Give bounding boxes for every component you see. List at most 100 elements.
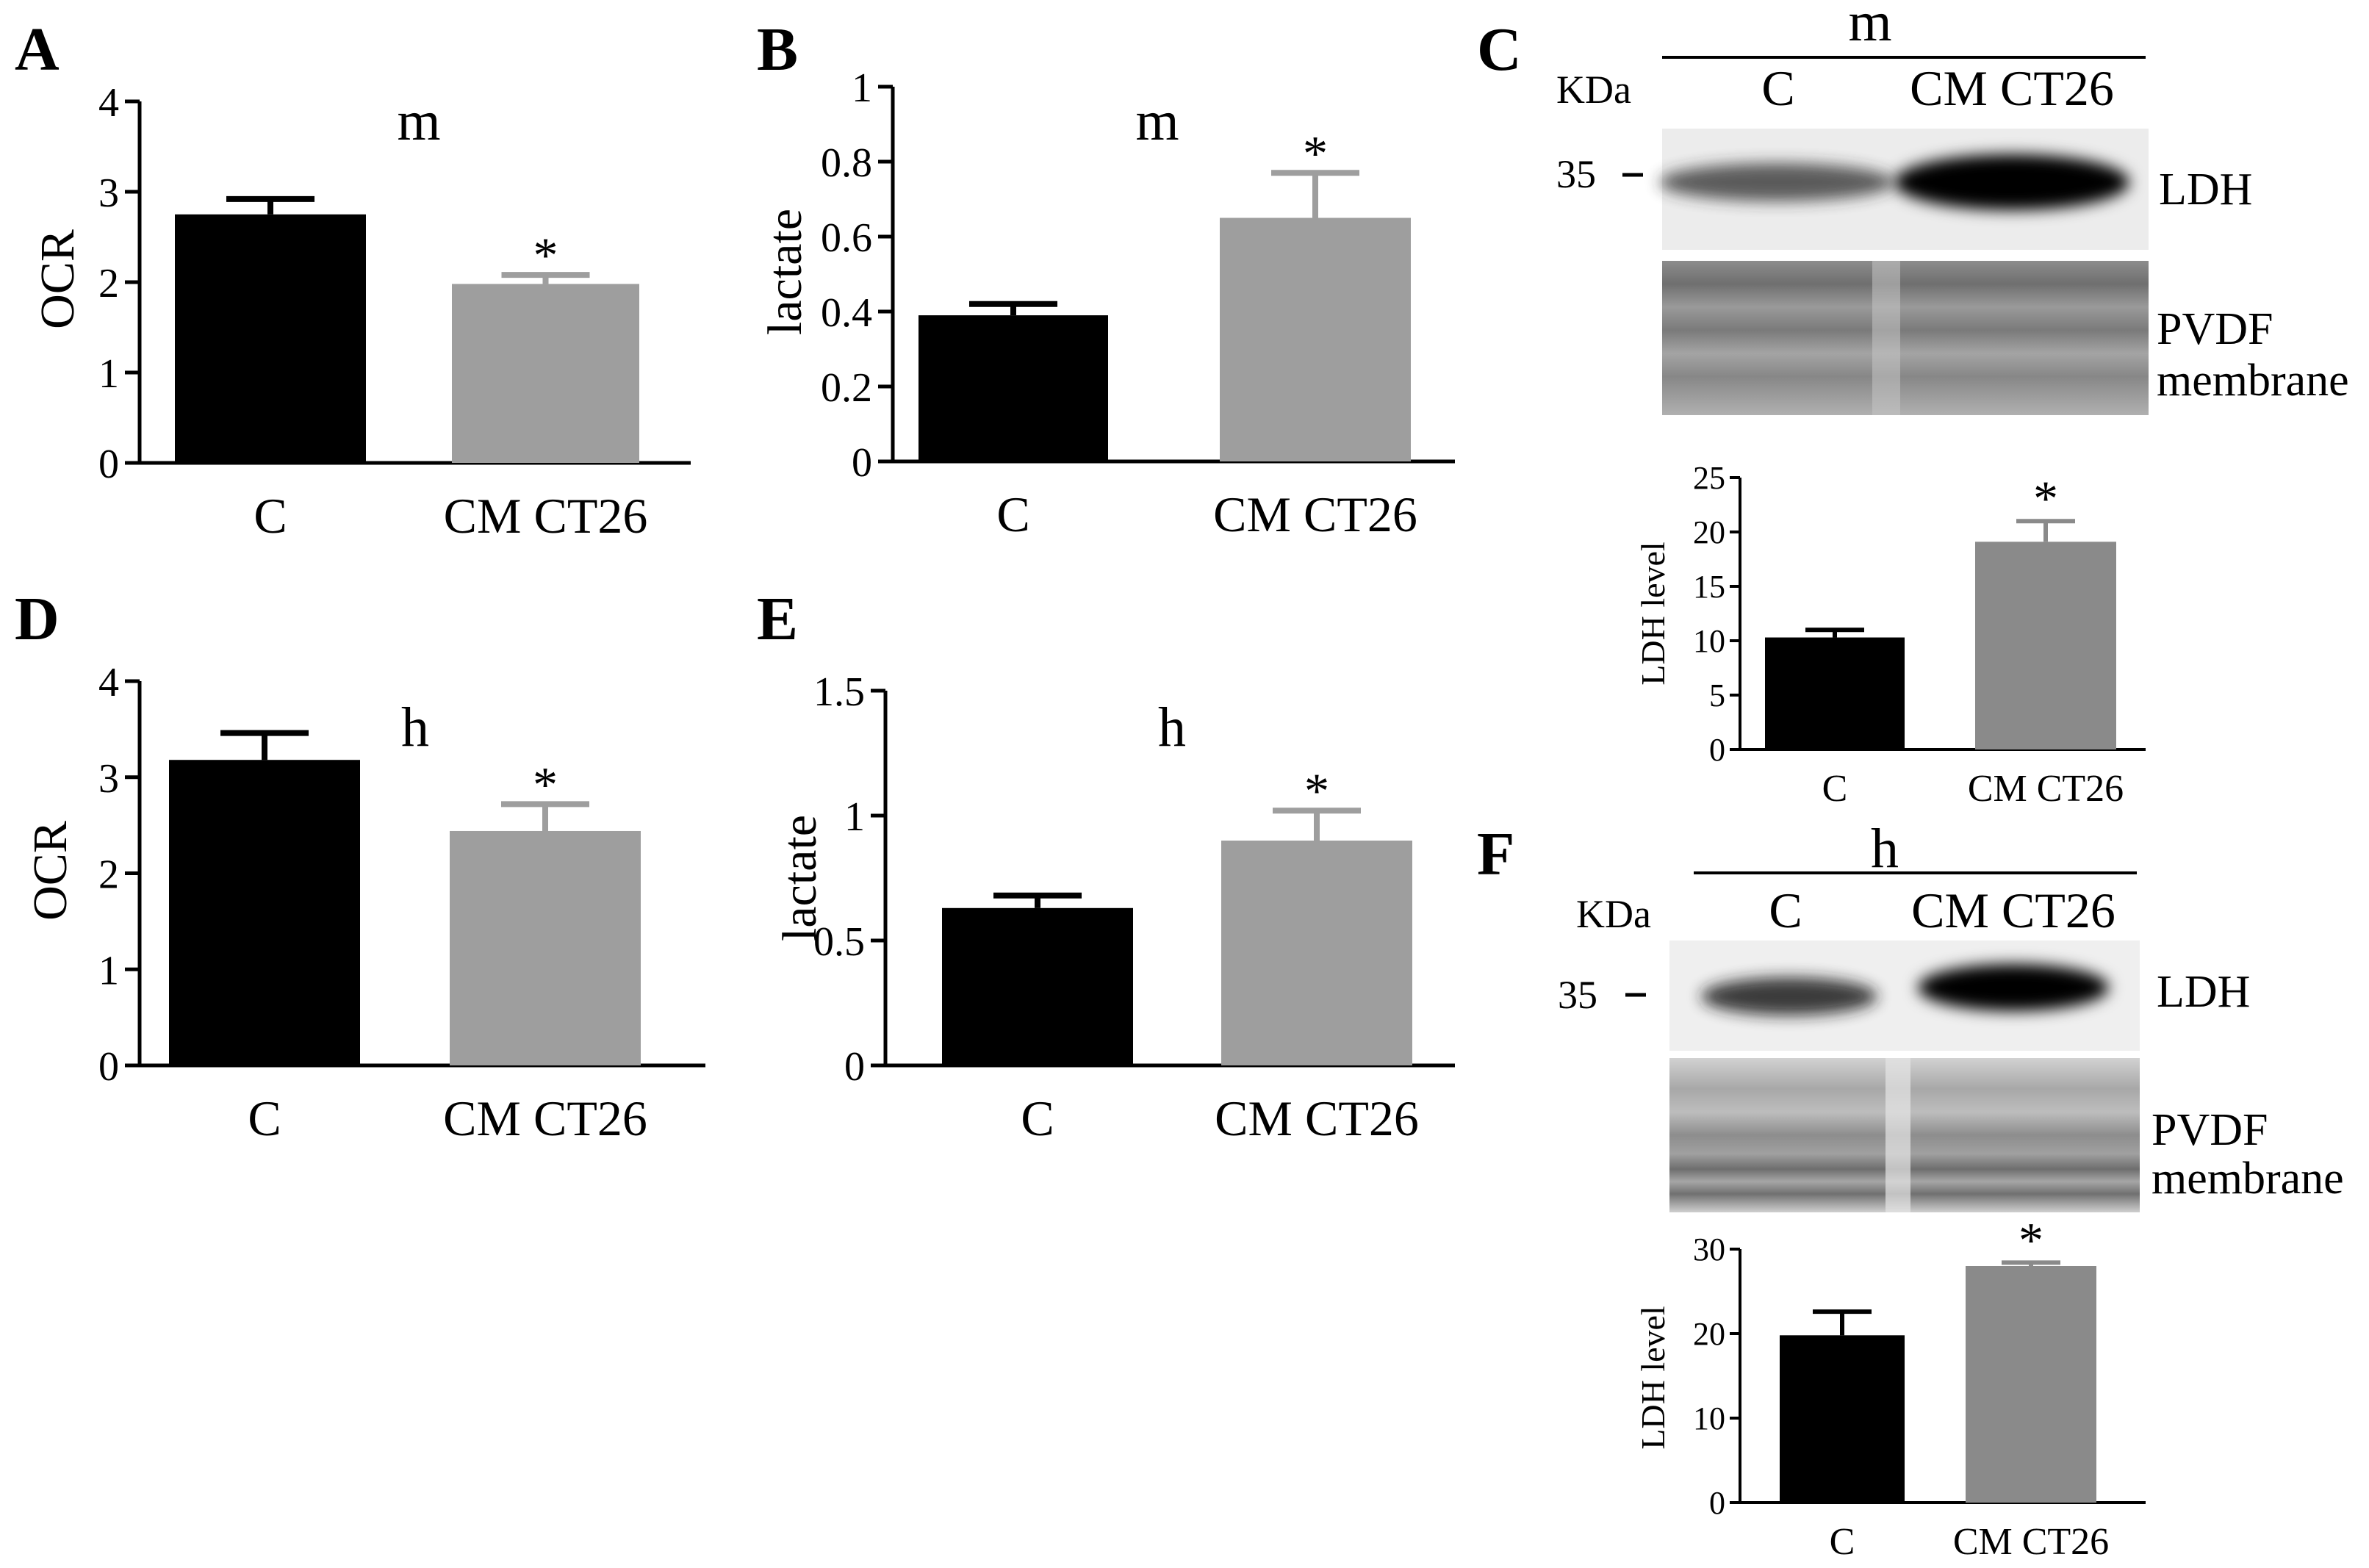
e-significance-star: * <box>1304 763 1329 819</box>
d-y-tick-label: 2 <box>98 852 119 898</box>
a-bar-c <box>175 214 366 463</box>
blot-f-lane-cm-ct26: CM CT26 <box>1911 882 2115 938</box>
f-bar-significance-star: * <box>2018 1212 2043 1267</box>
c-bar-y-tick-label: 5 <box>1709 677 1725 713</box>
panel-c-western-blot: C m KDa C CM CT26 35 LDH PVDF membrane <box>1477 0 2349 415</box>
panel-a-ocr-chart: 0 1 2 3 4 C * CM CT26 OCR Am <box>15 15 691 544</box>
f-bar-category-label: C <box>1830 1521 1855 1563</box>
a-subtitle: m <box>397 90 440 152</box>
b-y-tick-label: 0.8 <box>821 140 872 186</box>
c-bar-y-tick-label: 0 <box>1709 732 1725 768</box>
d-y-tick-label: 3 <box>98 756 119 802</box>
blot-f-header: h <box>1871 818 1899 880</box>
a-y-tick-label: 0 <box>98 442 119 487</box>
d-category-label: C <box>248 1090 281 1146</box>
blot-f-pvdf-label: PVDF <box>2151 1105 2268 1155</box>
blot-c-band-c <box>1659 163 1894 201</box>
blot-c-membrane-label: membrane <box>2157 356 2349 406</box>
e-y-tick-label: 1.5 <box>813 669 865 715</box>
a-y-tick-label: 1 <box>98 351 119 397</box>
b-y-tick-label: 0.6 <box>821 215 872 261</box>
e-y-axis-label: lactate <box>773 815 827 941</box>
d-category-label: CM CT26 <box>443 1090 647 1146</box>
d-bar-c <box>169 760 360 1065</box>
blot-c-pvdf-label: PVDF <box>2157 304 2273 354</box>
blot-f-kda-label: KDa <box>1576 892 1651 936</box>
c-bar-y-tick-label: 15 <box>1693 569 1725 605</box>
a-y-tick-label: 3 <box>98 170 119 216</box>
e-bar-cm-ct26 <box>1221 841 1412 1065</box>
blot-f-lane-c: C <box>1769 882 1802 938</box>
c-bar-category-label: CM CT26 <box>1968 768 2124 810</box>
c-bar-bar-c <box>1765 637 1905 749</box>
f-bar-y-tick-label: 20 <box>1693 1316 1725 1352</box>
blot-f-membrane-label: membrane <box>2151 1154 2344 1204</box>
b-category-label: CM CT26 <box>1213 486 1417 542</box>
c-bar-category-label: C <box>1822 768 1848 810</box>
e-y-tick-label: 0 <box>844 1044 865 1090</box>
e-category-label: C <box>1021 1090 1054 1146</box>
b-y-tick-label: 0.2 <box>821 365 872 411</box>
blot-f-ldh-label: LDH <box>2157 967 2250 1017</box>
panel-e-lactate-chart: 0 0.5 1 1.5 C * CM CT26 lactate Eh <box>757 585 1455 1146</box>
panel-letter-a: A <box>15 15 60 84</box>
blot-c-header: m <box>1848 0 1891 53</box>
f-bar-y-axis-label: LDH level <box>1634 1306 1672 1449</box>
c-bar-significance-star: * <box>2033 470 2058 526</box>
a-category-label: CM CT26 <box>444 488 648 544</box>
d-y-tick-label: 4 <box>98 660 119 705</box>
blot-c-lane-cm-ct26: CM CT26 <box>1910 60 2114 116</box>
a-y-tick-label: 2 <box>98 261 119 306</box>
panel-letter-b: B <box>757 15 798 84</box>
panel-c-ldh-level-chart: 0 5 10 15 20 25 C * CM CT26 LDH level <box>1634 460 2146 810</box>
panel-letter-d: D <box>15 585 60 653</box>
b-category-label: C <box>996 486 1029 542</box>
f-bar-bar-c <box>1780 1335 1905 1503</box>
b-y-tick-label: 1 <box>852 65 872 111</box>
b-y-tick-label: 0.4 <box>821 290 872 336</box>
f-bar-y-tick-label: 10 <box>1693 1400 1725 1436</box>
b-y-axis-label: lactate <box>758 209 812 335</box>
blot-c-marker-35: 35 <box>1556 152 1596 196</box>
b-bar-cm-ct26 <box>1220 217 1411 461</box>
a-bar-cm-ct26 <box>452 284 639 463</box>
e-bar-c <box>942 907 1133 1065</box>
e-y-tick-label: 1 <box>844 794 865 840</box>
blot-c-kda-label: KDa <box>1556 68 1631 112</box>
b-subtitle: m <box>1135 90 1179 152</box>
e-category-label: CM CT26 <box>1215 1090 1419 1146</box>
b-y-tick-label: 0 <box>852 440 872 486</box>
blot-c-band-cm-ct26 <box>1894 154 2129 210</box>
d-y-tick-label: 1 <box>98 948 119 993</box>
f-bar-y-tick-label: 30 <box>1693 1231 1725 1267</box>
blot-f-lane-gap <box>1886 1058 1910 1212</box>
f-bar-bar-cm-ct26 <box>1966 1266 2096 1503</box>
panel-letter-f: F <box>1477 820 1514 888</box>
b-bar-c <box>919 315 1108 461</box>
d-subtitle: h <box>401 697 429 758</box>
blot-c-lane-c: C <box>1761 60 1794 116</box>
blot-f-band-cm-ct26 <box>1918 964 2109 1011</box>
blot-f-marker-35: 35 <box>1558 973 1597 1017</box>
f-bar-y-tick-label: 0 <box>1709 1485 1725 1521</box>
blot-f-band-c <box>1701 977 1877 1015</box>
panel-b-lactate-chart: 0 0.2 0.4 0.6 0.8 1 C * CM CT26 lactate Bm <box>757 15 1455 542</box>
c-bar-y-axis-label: LDH level <box>1634 542 1672 685</box>
panel-letter-e: E <box>757 585 798 653</box>
panel-f-western-blot: F h KDa C CM CT26 35 LDH PVDF membrane <box>1477 818 2344 1212</box>
f-bar-category-label: CM CT26 <box>1953 1521 2109 1563</box>
e-subtitle: h <box>1158 697 1186 758</box>
e-y-tick-label: 0.5 <box>813 919 865 965</box>
panel-f-ldh-level-chart: 0 10 20 30 C * CM CT26 LDH level <box>1634 1212 2146 1563</box>
panel-letter-c: C <box>1477 15 1522 84</box>
a-category-label: C <box>254 488 287 544</box>
c-bar-y-tick-label: 10 <box>1693 623 1725 659</box>
a-y-axis-label: OCR <box>31 229 85 329</box>
c-bar-y-tick-label: 25 <box>1693 460 1725 496</box>
a-y-tick-label: 4 <box>98 80 119 126</box>
d-bar-cm-ct26 <box>450 830 641 1065</box>
panel-d-ocr-chart: 0 1 2 3 4 C * CM CT26 OCR Dh <box>15 585 705 1146</box>
blot-c-ldh-label: LDH <box>2159 165 2252 215</box>
c-bar-bar-cm-ct26 <box>1975 542 2116 749</box>
